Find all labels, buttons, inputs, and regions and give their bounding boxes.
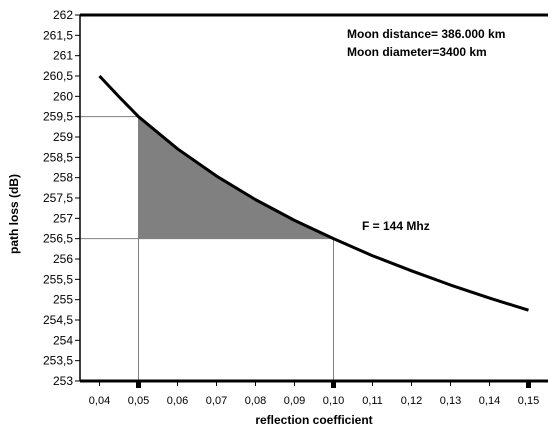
y-tick-label: 260 [53, 89, 73, 103]
x-tick-label: 0,09 [284, 395, 305, 407]
x-tick-labels: 0,04 0,05 0,06 0,07 0,08 0,09 0,10 0,11 0,12 0,13… [89, 395, 539, 407]
y-tick-label: 256,5 [43, 232, 73, 246]
y-tick-label: 255,5 [43, 272, 73, 286]
guide-lines-layer [80, 116, 334, 381]
y-tick-label: 262 [53, 8, 73, 22]
x-axis-marker [136, 382, 141, 388]
y-tick-label: 258 [53, 171, 73, 185]
x-tick-label: 0,08 [245, 395, 266, 407]
x-tick-label: 0,15 [518, 395, 539, 407]
y-tick-label: 259 [53, 130, 73, 144]
y-tick-label: 257 [53, 211, 73, 225]
y-tick-label: 253,5 [43, 354, 73, 368]
shaded-area [138, 116, 334, 239]
x-tick-label: 0,10 [323, 395, 344, 407]
x-tick-label: 0,07 [206, 395, 227, 407]
y-tick-label: 261 [53, 49, 73, 63]
y-tick-label: 261,5 [43, 28, 73, 42]
x-tick-label: 0,06 [167, 395, 188, 407]
path-loss-line [98, 74, 529, 312]
y-tick-labels: 253 253,5 254 254,5 255 255,5 256 256,5 257 257,5… [43, 8, 73, 388]
y-axis-title: path loss (dB) [7, 174, 21, 254]
x-axis-marker [526, 382, 531, 388]
y-tick-label: 259,5 [43, 110, 73, 124]
y-tick-label: 256 [53, 252, 73, 266]
y-tick-label: 257,5 [43, 191, 73, 205]
x-axis-marker [331, 382, 336, 388]
moon-diameter-annotation: Moon diameter=3400 km [347, 45, 487, 59]
y-tick-label: 254 [53, 333, 73, 347]
axes-layer [75, 13, 548, 388]
y-tick-label: 260,5 [43, 69, 73, 83]
x-tick-label: 0,11 [362, 395, 383, 407]
shaded-region-layer [138, 116, 334, 239]
x-tick-label: 0,13 [440, 395, 461, 407]
x-tick-label: 0,14 [479, 395, 500, 407]
series-layer [98, 74, 529, 312]
y-tick-label: 255 [53, 293, 73, 307]
x-axis-title: reflection coefficient [255, 413, 372, 427]
x-tick-label: 0,12 [401, 395, 422, 407]
y-tick-label: 258,5 [43, 150, 73, 164]
moon-distance-annotation: Moon distance= 386.000 km [347, 27, 505, 41]
x-tick-label: 0,04 [89, 395, 110, 407]
x-tick-label: 0,05 [128, 395, 149, 407]
y-tick-label: 254,5 [43, 313, 73, 327]
y-tick-label: 253 [53, 374, 73, 388]
frequency-annotation: F = 144 Mhz [362, 219, 430, 233]
